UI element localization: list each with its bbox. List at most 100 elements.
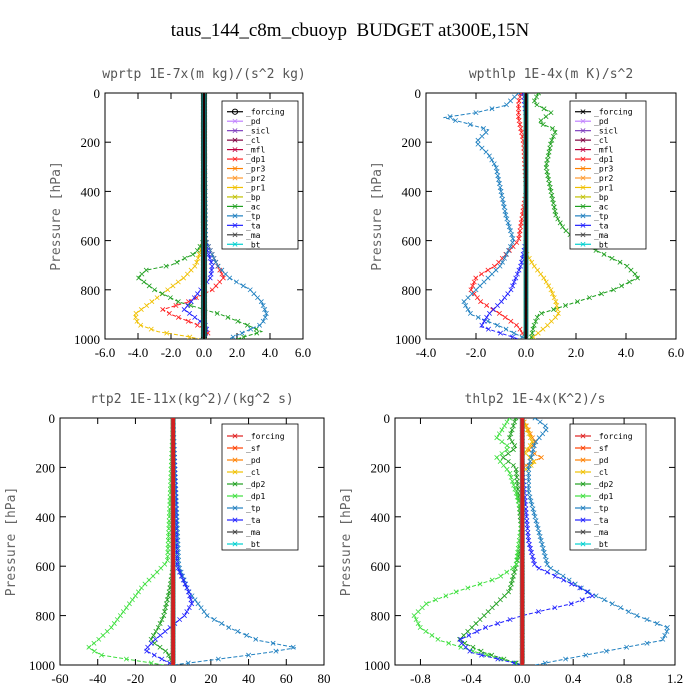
- data-point: [185, 303, 191, 309]
- data-point: [260, 318, 266, 324]
- data-point: [260, 303, 266, 309]
- data-point: [499, 255, 505, 261]
- data-point: [173, 303, 179, 309]
- data-point: [509, 232, 515, 238]
- data-point: [136, 275, 142, 281]
- data-point: [498, 188, 504, 194]
- legend-label: _dp1: [246, 155, 265, 164]
- data-point: [485, 318, 491, 324]
- data-point: [552, 129, 558, 135]
- x-tick-label: 0: [170, 671, 177, 686]
- legend-label: _bp: [594, 193, 609, 202]
- data-point: [516, 93, 521, 96]
- legend-label: _pr3: [246, 165, 265, 174]
- legend-marker: [580, 203, 586, 209]
- data-point: [508, 98, 513, 104]
- legend-marker: [580, 166, 586, 172]
- data-point: [516, 236, 522, 242]
- data-point: [551, 306, 556, 312]
- data-point: [563, 228, 569, 234]
- data-point: [510, 236, 516, 242]
- data-point: [519, 255, 525, 261]
- data-point: [506, 247, 511, 253]
- data-point: [123, 605, 129, 611]
- data-point: [186, 589, 192, 595]
- legend-item: _pr1: [227, 183, 265, 192]
- data-point: [489, 271, 495, 277]
- data-point: [533, 318, 539, 324]
- data-point: [514, 271, 520, 277]
- legend-label: _tp: [594, 212, 609, 221]
- data-point: [174, 259, 180, 265]
- data-point: [248, 326, 254, 332]
- data-point: [550, 196, 556, 202]
- data-point: [129, 597, 135, 603]
- data-point: [474, 295, 480, 301]
- data-point: [504, 216, 510, 222]
- data-point: [494, 169, 500, 175]
- data-point: [555, 310, 561, 316]
- panel-3: rtp2 1E-11x(kg^2)/(kg^2 s)Pressure [hPa]…: [4, 392, 331, 686]
- data-point: [475, 314, 481, 320]
- data-point: [510, 240, 515, 246]
- x-tick-label: -40: [89, 671, 106, 686]
- data-point: [157, 632, 163, 638]
- data-point: [170, 283, 176, 289]
- series-group: [86, 418, 296, 665]
- data-point: [513, 275, 519, 281]
- data-point: [453, 118, 458, 124]
- data-point: [551, 295, 557, 301]
- data-point: [491, 263, 497, 269]
- data-point: [165, 593, 171, 599]
- panel-title: wpthlp 1E-4x(m K)/s^2: [469, 67, 633, 82]
- data-point: [144, 648, 150, 654]
- data-point: [159, 656, 165, 662]
- data-point: [209, 267, 215, 273]
- legend-item: _cl: [227, 136, 261, 145]
- data-point: [230, 334, 236, 339]
- data-point: [163, 263, 169, 269]
- data-point: [152, 287, 157, 293]
- legend-marker: [580, 175, 586, 181]
- legend-marker: [580, 118, 586, 124]
- legend-label: _pr1: [594, 183, 613, 192]
- data-point: [163, 601, 169, 607]
- data-point: [536, 93, 541, 96]
- data-point: [165, 287, 171, 293]
- data-point: [148, 326, 154, 332]
- data-point: [134, 318, 140, 324]
- data-point: [143, 267, 149, 273]
- data-point: [180, 577, 186, 583]
- data-point: [545, 322, 550, 328]
- data-point: [192, 597, 198, 603]
- data-point: [557, 220, 563, 226]
- data-point: [529, 259, 535, 265]
- data-point: [166, 652, 172, 658]
- y-tick-label: 200: [36, 460, 56, 475]
- data-point: [209, 263, 215, 269]
- legend-label: _dp1: [594, 155, 613, 164]
- data-point: [512, 94, 517, 100]
- legend-item: _ac: [227, 202, 261, 211]
- legend-label: _forcing: [594, 108, 633, 117]
- data-point: [157, 621, 163, 626]
- data-point: [166, 530, 172, 536]
- data-point: [290, 644, 296, 650]
- data-point: [469, 291, 475, 297]
- legend-marker: [232, 222, 238, 228]
- legend-label: _ac: [594, 202, 609, 211]
- y-tick-label: 0: [415, 86, 422, 101]
- data-point: [186, 310, 192, 316]
- data-point: [518, 125, 524, 131]
- data-point: [175, 279, 181, 285]
- data-point: [188, 267, 194, 273]
- data-point: [465, 306, 471, 312]
- legend-label: _cl: [594, 136, 609, 145]
- series-group: [133, 93, 269, 339]
- data-point: [159, 291, 165, 297]
- data-point: [551, 204, 557, 210]
- data-point: [255, 295, 261, 301]
- data-point: [539, 310, 544, 316]
- data-point: [493, 165, 499, 171]
- data-point: [473, 287, 479, 293]
